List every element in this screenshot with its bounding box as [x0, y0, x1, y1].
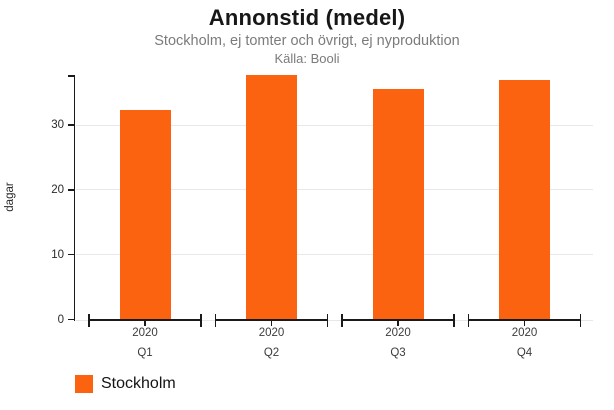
- bar-2020-q1[interactable]: [119, 109, 171, 321]
- gridline-baseline: [76, 319, 593, 321]
- bar-2020-q4[interactable]: [499, 80, 550, 321]
- x-bracket-line-4: [468, 319, 581, 321]
- y-tick-10: [68, 253, 75, 256]
- chart-title: Annonstid (medel): [208, 5, 406, 30]
- x-bracket-line-3: [342, 319, 454, 321]
- x-bracket-center-tick-4: [523, 320, 526, 326]
- y-tick-label-30: 30: [51, 119, 64, 132]
- x-bracket-end-right-3: [453, 313, 455, 327]
- y-tick-label-0: 0: [57, 313, 64, 326]
- x-year-label-2: 2020: [258, 327, 285, 339]
- y-tick-0: [68, 318, 75, 321]
- x-year-label-1: 2020: [132, 327, 158, 339]
- x-bracket-end-left-2: [214, 313, 217, 327]
- chart-source-note: Källa: Booli: [274, 51, 340, 66]
- x-quarter-label-1: Q1: [137, 347, 153, 359]
- x-bracket-end-left-1: [88, 313, 90, 327]
- x-bracket-end-right-2: [326, 313, 329, 327]
- y-tick-30: [68, 124, 75, 126]
- legend-swatch: [75, 375, 93, 393]
- gridline-10: [76, 254, 593, 256]
- gridline-20: [76, 189, 593, 191]
- bar-2020-q2[interactable]: [246, 75, 297, 321]
- x-year-label-4: 2020: [511, 327, 538, 339]
- x-bracket-center-tick-2: [270, 320, 273, 326]
- bar-2020-q3[interactable]: [372, 88, 424, 321]
- y-tick-label-10: 10: [51, 248, 64, 261]
- y-axis-line: [73, 75, 76, 321]
- x-bracket-end-right-4: [579, 313, 582, 327]
- y-tick-20: [68, 189, 75, 191]
- x-quarter-label-4: Q4: [516, 347, 533, 359]
- x-bracket-end-left-3: [341, 313, 343, 327]
- x-bracket-end-right-1: [200, 313, 202, 327]
- x-bracket-line-1: [89, 319, 201, 321]
- x-quarter-label-2: Q2: [263, 347, 280, 359]
- x-year-label-3: 2020: [385, 327, 411, 339]
- chart-subtitle: Stockholm, ej tomter och övrigt, ej nypr…: [154, 33, 460, 49]
- legend-item-stockholm[interactable]: Stockholm: [75, 374, 176, 394]
- x-bracket-center-tick-1: [144, 320, 146, 326]
- y-tick-label-20: 20: [51, 183, 64, 196]
- x-quarter-label-3: Q3: [390, 347, 406, 359]
- y-axis-top-cap: [68, 75, 75, 77]
- x-bracket-line-2: [215, 319, 328, 321]
- legend: Stockholm: [75, 374, 176, 394]
- x-bracket-end-left-4: [467, 313, 470, 327]
- x-bracket-center-tick-3: [397, 320, 399, 326]
- gridline-30: [76, 124, 593, 126]
- legend-label: Stockholm: [101, 375, 176, 392]
